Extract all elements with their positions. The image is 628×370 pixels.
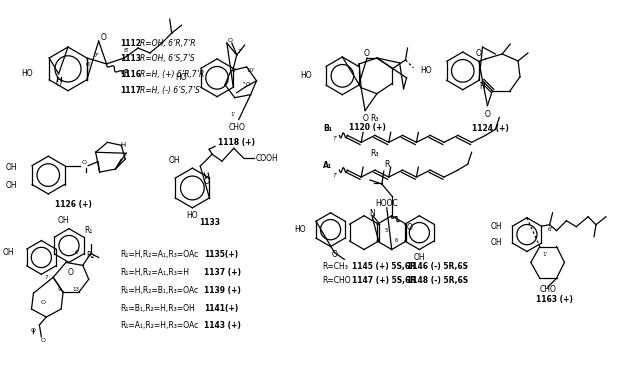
Text: 1116: 1116 xyxy=(121,70,141,79)
Text: 7’: 7’ xyxy=(332,136,337,141)
Text: O: O xyxy=(82,160,87,165)
Text: 1113: 1113 xyxy=(121,54,141,63)
Text: 1147 (+) 5S,6R: 1147 (+) 5S,6R xyxy=(352,276,416,285)
Text: R₁=H,R₂=B₁,R₃=OAc: R₁=H,R₂=B₁,R₃=OAc xyxy=(121,286,198,295)
Text: 1141(+): 1141(+) xyxy=(204,303,239,313)
Text: HOOC: HOOC xyxy=(376,199,398,208)
Text: O: O xyxy=(41,300,46,305)
Text: 9: 9 xyxy=(57,287,61,292)
Text: 6': 6' xyxy=(231,68,236,73)
Text: HO: HO xyxy=(295,225,306,234)
Text: R=OH, 6’R,7’R: R=OH, 6’R,7’R xyxy=(140,38,195,48)
Text: HO: HO xyxy=(175,73,187,82)
Text: R=CH₃: R=CH₃ xyxy=(323,262,349,271)
Text: OH: OH xyxy=(169,156,180,165)
Text: 1': 1' xyxy=(230,112,236,117)
Text: 1': 1' xyxy=(542,252,547,257)
Text: H: H xyxy=(121,142,126,148)
Text: O: O xyxy=(475,50,482,58)
Text: O: O xyxy=(364,50,370,58)
Text: R=H, (+) 6’R,7’R: R=H, (+) 6’R,7’R xyxy=(140,70,204,79)
Text: 1124 (+): 1124 (+) xyxy=(472,124,509,133)
Text: R₁: R₁ xyxy=(85,226,93,235)
Text: R₃: R₃ xyxy=(371,114,379,123)
Text: 1137 (+): 1137 (+) xyxy=(204,268,241,277)
Text: O: O xyxy=(485,110,490,119)
Text: O: O xyxy=(100,33,107,41)
Text: 13: 13 xyxy=(72,287,79,292)
Text: 7’: 7’ xyxy=(332,172,337,178)
Text: 1120 (+): 1120 (+) xyxy=(349,123,386,132)
Text: 6': 6' xyxy=(547,227,552,232)
Text: CHO: CHO xyxy=(229,123,245,132)
Text: O: O xyxy=(332,250,337,259)
Text: 1139 (+): 1139 (+) xyxy=(204,286,241,295)
Text: 1118 (+): 1118 (+) xyxy=(219,138,255,147)
Text: R₂: R₂ xyxy=(87,251,95,260)
Text: B₁: B₁ xyxy=(323,124,332,133)
Text: 8': 8' xyxy=(124,47,129,53)
Text: 1145 (+) 5S,6R: 1145 (+) 5S,6R xyxy=(352,262,416,271)
Text: O: O xyxy=(203,176,209,185)
Text: HO: HO xyxy=(421,66,432,75)
Text: 10': 10' xyxy=(246,68,255,73)
Text: O: O xyxy=(68,268,74,277)
Text: R₁=H,R₂=A₁,R₃=H: R₁=H,R₂=A₁,R₃=H xyxy=(121,268,189,277)
Text: HO: HO xyxy=(300,71,311,80)
Text: R=CHO: R=CHO xyxy=(323,276,351,285)
Text: 7: 7 xyxy=(45,275,48,280)
Text: 1163 (+): 1163 (+) xyxy=(536,295,573,304)
Text: 6': 6' xyxy=(74,250,79,255)
Text: OH: OH xyxy=(3,248,14,257)
Text: OH: OH xyxy=(490,238,502,247)
Text: 6: 6 xyxy=(395,238,398,243)
Text: O: O xyxy=(31,329,36,333)
Text: R₁=A₁,R₂=H,R₃=OAc: R₁=A₁,R₂=H,R₃=OAc xyxy=(121,322,198,330)
Text: OH: OH xyxy=(6,163,18,172)
Text: 7': 7' xyxy=(94,54,100,58)
Text: HO: HO xyxy=(187,211,198,220)
Text: O: O xyxy=(406,223,413,232)
Text: 1133: 1133 xyxy=(200,218,220,227)
Text: O: O xyxy=(227,38,232,43)
Text: OH: OH xyxy=(6,181,18,189)
Text: OH: OH xyxy=(57,216,69,225)
Text: R: R xyxy=(124,69,129,78)
Text: 1146 (-) 5R,6S: 1146 (-) 5R,6S xyxy=(406,262,467,271)
Text: 1126 (+): 1126 (+) xyxy=(55,200,92,209)
Text: 1143 (+): 1143 (+) xyxy=(204,322,241,330)
Text: R₁=B₁,R₂=H,R₃=OH: R₁=B₁,R₂=H,R₃=OH xyxy=(121,303,195,313)
Text: H: H xyxy=(480,82,485,91)
Text: 5: 5 xyxy=(385,228,389,233)
Text: 1148 (-) 5R,6S: 1148 (-) 5R,6S xyxy=(406,276,468,285)
Text: O: O xyxy=(362,114,368,123)
Text: R: R xyxy=(384,160,389,169)
Text: OH: OH xyxy=(414,253,425,262)
Text: 1112: 1112 xyxy=(121,38,141,48)
Text: O: O xyxy=(56,79,62,88)
Text: O: O xyxy=(41,338,46,343)
Text: HO: HO xyxy=(21,69,33,78)
Text: ''O: ''O xyxy=(242,82,251,87)
Text: R₃: R₃ xyxy=(371,149,379,158)
Text: OH: OH xyxy=(490,222,502,231)
Text: 1135(+): 1135(+) xyxy=(204,250,239,259)
Text: N: N xyxy=(369,209,375,218)
Text: 1117: 1117 xyxy=(121,86,141,95)
Text: 6': 6' xyxy=(86,63,92,67)
Text: A₁: A₁ xyxy=(323,161,332,170)
Text: R₁=H,R₂=A₁,R₃=OAc: R₁=H,R₂=A₁,R₃=OAc xyxy=(121,250,198,259)
Text: R=H, (-) 6’S,7’S: R=H, (-) 6’S,7’S xyxy=(140,86,200,95)
Text: COOH: COOH xyxy=(256,154,278,163)
Text: R=OH, 6’S,7’S: R=OH, 6’S,7’S xyxy=(140,54,195,63)
Text: CHO: CHO xyxy=(539,285,556,294)
Text: 7': 7' xyxy=(237,48,242,54)
